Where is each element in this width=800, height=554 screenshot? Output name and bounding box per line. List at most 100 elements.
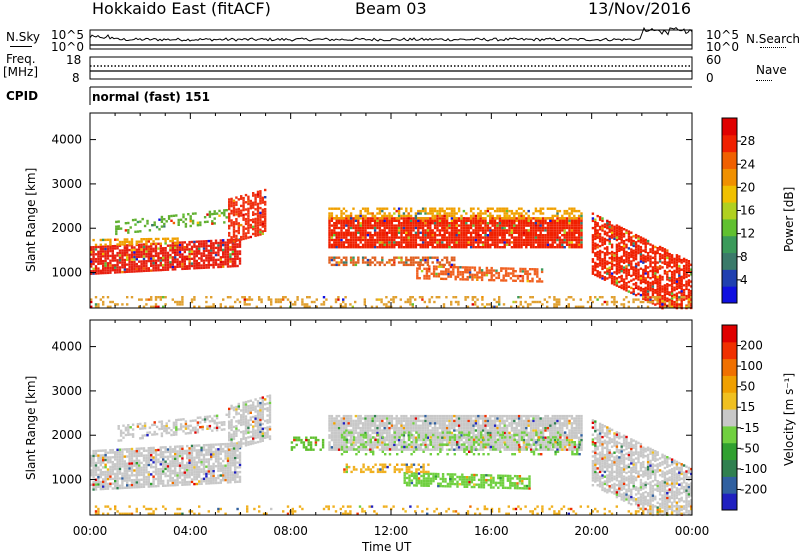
data-cell [366,226,370,230]
data-cell [656,249,659,252]
data-cell [157,257,160,260]
data-cell [234,252,237,256]
data-cell [128,469,131,472]
data-cell [425,272,429,275]
data-cell [247,202,250,206]
data-cell [99,449,102,452]
data-cell [154,465,158,469]
data-cell [448,222,451,225]
data-cell [345,241,348,244]
data-cell [142,478,146,481]
data-cell [433,209,437,213]
data-cell [130,243,134,246]
data-cell [453,263,456,267]
data-cell [646,296,650,299]
data-cell [685,294,688,298]
data-cell [443,209,446,213]
data-cell [431,256,434,259]
data-cell [462,222,466,225]
data-cell [627,247,631,250]
data-cell [381,246,384,249]
data-cell [498,241,502,244]
data-cell [675,263,679,267]
data-cell [210,247,213,250]
data-cell [690,280,693,283]
data-cell [369,234,372,237]
data-cell [625,270,628,273]
data-cell [610,226,614,230]
data-cell [529,246,533,249]
data-cell [601,241,604,244]
data-cell [213,212,216,215]
data-cell [424,243,427,246]
data-cell [369,258,372,262]
data-cell [568,229,571,232]
data-cell [104,454,107,457]
data-cell [152,247,155,250]
data-cell [212,450,215,454]
data-cell [222,248,225,252]
data-cell [438,229,442,232]
data-cell [330,214,334,218]
data-cell [169,445,172,449]
data-cell [157,470,160,473]
data-cell [328,212,331,215]
data-cell [525,231,528,234]
data-cell [198,264,201,267]
data-cell [613,232,616,236]
data-cell [668,303,671,306]
data-cell [402,214,406,218]
data-cell [520,238,523,242]
data-cell [226,466,230,470]
data-cell [456,266,460,269]
data-cell [205,475,208,478]
data-cell [130,270,134,273]
data-cell [685,261,688,264]
data-cell [277,300,280,304]
data-cell [352,261,355,264]
data-cell [159,261,162,265]
data-cell [465,246,468,249]
data-cell [99,487,102,491]
data-cell [594,254,597,257]
data-cell [94,253,98,256]
data-cell [654,296,657,299]
data-cell [207,305,210,308]
data-cell [106,461,110,464]
data-cell [515,219,518,222]
data-cell [162,460,165,463]
data-cell [503,224,506,227]
data-cell [634,293,638,297]
data-cell [234,471,237,474]
data-cell [359,246,362,249]
data-cell [90,457,93,460]
data-cell [342,224,346,227]
data-cell [205,458,208,461]
data-cell [354,224,358,227]
data-cell [622,244,626,248]
data-cell [666,287,669,291]
data-cell [496,234,499,237]
data-cell [426,236,430,239]
data-cell [267,298,270,301]
data-cell [126,474,129,477]
data-cell [618,266,621,269]
data-cell [520,222,523,225]
data-cell [92,449,95,453]
data-cell [267,296,270,299]
data-cell [387,300,390,304]
data-cell [178,454,182,458]
data-cell [119,429,123,432]
data-cell [615,231,619,234]
data-cell [264,210,267,213]
data-cell [618,280,621,284]
data-cell [181,445,184,448]
data-cell [615,277,619,280]
data-cell [234,480,237,484]
data-cell [639,238,643,242]
data-cell [419,231,422,234]
data-cell [656,285,659,288]
data-cell [682,274,686,277]
data-cell [575,224,578,227]
data-cell [501,229,504,232]
